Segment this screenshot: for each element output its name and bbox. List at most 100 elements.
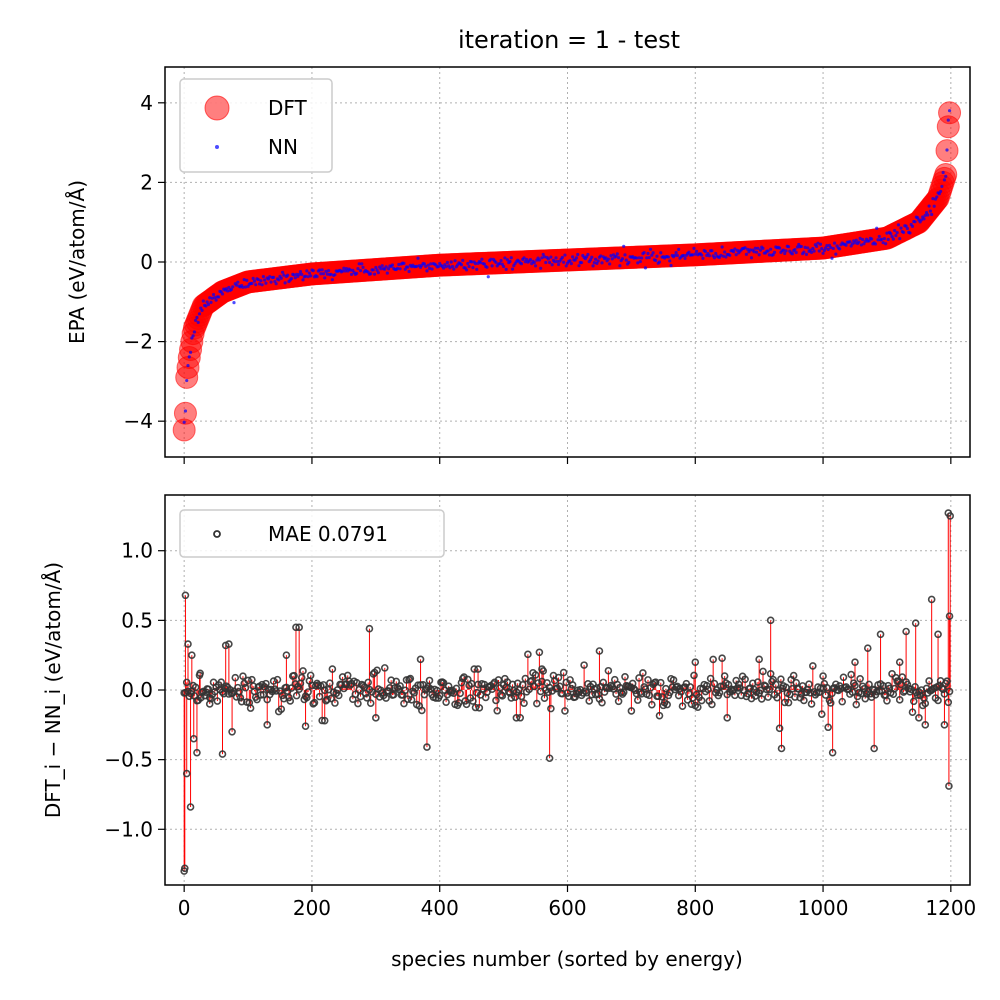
- nn-point: [748, 248, 752, 252]
- nn-point: [596, 259, 600, 263]
- nn-point: [499, 259, 503, 263]
- nn-point: [647, 255, 651, 260]
- residual-point: [627, 707, 636, 715]
- nn-point: [300, 272, 304, 276]
- nn-point: [369, 272, 373, 276]
- nn-point: [355, 271, 359, 275]
- residual-point: [594, 690, 602, 699]
- nn-point: [930, 212, 934, 217]
- nn-point: [213, 296, 217, 300]
- residual-point: [262, 679, 270, 688]
- nn-point: [453, 259, 457, 263]
- residual-point: [239, 672, 247, 680]
- nn-point: [498, 261, 502, 266]
- nn-point: [919, 218, 924, 222]
- nn-point: [808, 248, 812, 252]
- residual-point: [193, 748, 201, 757]
- residual-point: [191, 683, 200, 692]
- nn-point: [884, 242, 888, 246]
- nn-point: [326, 268, 331, 273]
- nn-point: [654, 258, 658, 263]
- nn-point: [867, 239, 871, 243]
- nn-point: [387, 267, 391, 271]
- residual-point: [898, 673, 907, 681]
- nn-point: [891, 237, 895, 241]
- nn-point: [298, 270, 303, 274]
- residual-point: [299, 667, 307, 675]
- residual-point: [817, 710, 826, 718]
- nn-point: [231, 285, 235, 289]
- residual-point: [545, 754, 554, 763]
- nn-point: [781, 248, 786, 252]
- nn-point: [430, 267, 434, 271]
- nn-point: [896, 223, 901, 227]
- nn-point: [880, 237, 884, 241]
- nn-point: [668, 259, 672, 263]
- nn-point: [939, 189, 943, 194]
- nn-point: [606, 257, 610, 261]
- residual-point: [648, 700, 656, 709]
- nn-point: [721, 254, 725, 258]
- nn-point: [599, 254, 603, 258]
- nn-point: [548, 260, 552, 265]
- epa-plot-panel: iteration = 1 - test −4 −2 0 2 4 EPA (eV/ato…: [65, 26, 971, 464]
- nn-point: [749, 256, 754, 260]
- bottom-legend: MAE 0.0791: [179, 509, 445, 558]
- nn-point: [752, 250, 756, 254]
- nn-point: [935, 195, 939, 199]
- residual-point: [547, 704, 555, 713]
- nn-point: [292, 273, 296, 277]
- residual-point: [879, 681, 887, 690]
- residual-point: [253, 695, 261, 704]
- nn-point: [947, 109, 952, 113]
- residual-point: [734, 680, 743, 689]
- residual-point: [741, 675, 749, 684]
- nn-point: [687, 250, 691, 254]
- residual-point: [561, 707, 569, 715]
- residual-point: [204, 685, 213, 694]
- nn-point: [693, 252, 697, 256]
- nn-point: [528, 257, 533, 262]
- nn-point: [280, 270, 285, 274]
- residual-point: [182, 678, 191, 687]
- residual-point: [944, 698, 953, 707]
- residual-point: [828, 748, 837, 757]
- dft-point: [934, 162, 958, 186]
- residual-point: [633, 696, 642, 704]
- nn-point: [485, 265, 489, 269]
- residual-point: [328, 665, 337, 673]
- nn-point: [870, 237, 874, 241]
- residual-point: [286, 697, 295, 705]
- nn-point: [192, 330, 196, 334]
- x-tick-label: 400: [421, 896, 459, 920]
- nn-point: [576, 252, 580, 257]
- nn-point: [926, 213, 930, 217]
- residual-point: [416, 681, 425, 689]
- nn-point: [348, 268, 352, 272]
- residual-point: [244, 676, 252, 685]
- nn-point: [473, 262, 478, 266]
- nn-point: [220, 292, 225, 296]
- residual-point: [318, 716, 326, 725]
- residual-point: [651, 678, 660, 687]
- residual-point: [401, 686, 410, 695]
- residual-point: [518, 680, 527, 689]
- nn-point: [466, 261, 470, 266]
- residual-point: [809, 662, 817, 670]
- y-tick-label: −4: [124, 409, 153, 433]
- residual-point: [231, 673, 240, 682]
- nn-point: [211, 292, 216, 297]
- nn-point: [946, 118, 950, 122]
- residual-point: [559, 668, 568, 677]
- nn-point: [480, 257, 484, 261]
- residual-point: [218, 750, 227, 758]
- nn-point: [356, 267, 360, 271]
- nn-point: [403, 267, 407, 271]
- residual-point: [181, 864, 189, 873]
- residual-point: [531, 671, 540, 679]
- residual-point: [883, 696, 891, 705]
- bottom-y-axis-label: DFT_i − NN_i (eV/atom/Å): [41, 562, 65, 818]
- y-tick-label: −0.5: [104, 748, 153, 772]
- residual-point: [407, 696, 416, 704]
- residual-point: [639, 669, 647, 677]
